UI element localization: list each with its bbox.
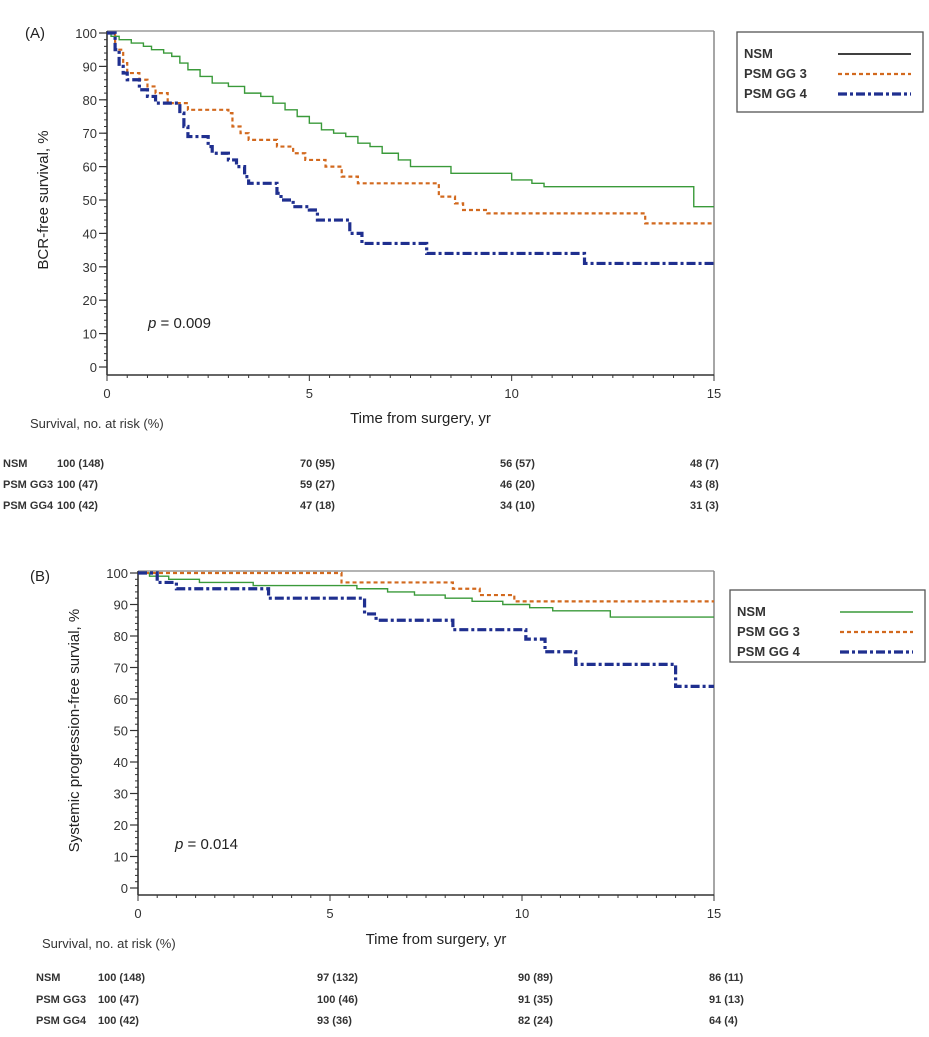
y-tick-label: 60 xyxy=(114,692,128,707)
series-line-nsm xyxy=(107,32,714,208)
y-tick-label: 100 xyxy=(75,26,97,41)
chart-panel-b: (B) 0 10 20 30 40 50 60 70 80 90 100 0 5 10 15 Time from… xyxy=(30,566,926,1027)
y-tick-label: 60 xyxy=(83,160,97,175)
at-risk-cell: 43 (8) xyxy=(690,479,719,491)
y-tick-label: 80 xyxy=(114,629,128,644)
y-tick-label: 70 xyxy=(83,126,97,141)
x-tick-label: 5 xyxy=(326,906,333,921)
x-tick-label: 0 xyxy=(103,386,110,401)
legend-box xyxy=(736,31,924,113)
y-tick-label: 40 xyxy=(83,226,97,241)
x-tick-label: 10 xyxy=(504,386,518,401)
at-risk-cell: 100 (148) xyxy=(98,972,145,984)
at-risk-row-label: PSM GG3 xyxy=(3,479,53,491)
series-line-psm-gg-3 xyxy=(138,571,714,603)
at-risk-cell: 48 (7) xyxy=(690,458,719,470)
legend-label: NSM xyxy=(744,46,773,61)
y-tick-label: 30 xyxy=(114,787,128,802)
y-tick-label: 50 xyxy=(114,724,128,739)
x-tick-label: 5 xyxy=(306,386,313,401)
panel-label: (A) xyxy=(25,25,45,42)
at-risk-title: Survival, no. at risk (%) xyxy=(42,936,176,951)
legend-label: PSM GG 4 xyxy=(744,86,808,101)
at-risk-row-label: PSM GG4 xyxy=(36,1015,87,1027)
p-value-annotation: p = 0.014 xyxy=(174,836,238,853)
at-risk-cell: 46 (20) xyxy=(500,479,535,491)
legend-box xyxy=(729,589,926,663)
at-risk-cell: 34 (10) xyxy=(500,500,535,512)
panel-label: (B) xyxy=(30,568,50,585)
at-risk-cell: 56 (57) xyxy=(500,458,535,470)
y-tick-label: 100 xyxy=(106,566,128,581)
x-tick-label: 15 xyxy=(707,906,721,921)
y-axis-title: Systemic progression-free survial, % xyxy=(66,609,83,852)
y-tick-label: 90 xyxy=(114,598,128,613)
at-risk-title: Survival, no. at risk (%) xyxy=(30,416,164,431)
legend: NSM PSM GG 3 PSM GG 4 xyxy=(736,31,924,113)
p-value: = 0.009 xyxy=(156,315,211,332)
legend: NSM PSM GG 3 PSM GG 4 xyxy=(729,589,926,663)
at-risk-table: Survival, no. at risk (%) NSM 100 (148) 97 … xyxy=(36,936,744,1027)
y-tick-label: 0 xyxy=(121,881,128,896)
y-tick-label: 50 xyxy=(83,193,97,208)
series-line-nsm xyxy=(138,572,714,618)
at-risk-table: Survival, no. at risk (%) NSM 100 (148) 70 … xyxy=(3,416,719,512)
at-risk-cell: 100 (46) xyxy=(317,994,358,1006)
series-line-psm-gg-4 xyxy=(107,31,714,266)
legend-label: NSM xyxy=(737,604,766,619)
y-tick-label: 40 xyxy=(114,755,128,770)
p-value-annotation: p = 0.009 xyxy=(147,315,211,332)
y-tick-label: 0 xyxy=(90,360,97,375)
x-axis-title: Time from surgery, yr xyxy=(366,931,507,948)
at-risk-cell: 90 (89) xyxy=(518,972,553,984)
at-risk-cell: 97 (132) xyxy=(317,972,358,984)
at-risk-cell: 59 (27) xyxy=(300,479,335,491)
at-risk-cell: 70 (95) xyxy=(300,458,335,470)
series-line-psm-gg-3 xyxy=(107,31,714,225)
at-risk-cell: 86 (11) xyxy=(709,972,744,984)
at-risk-cell: 93 (36) xyxy=(317,1015,352,1027)
x-tick-label: 0 xyxy=(134,906,141,921)
y-tick-label: 70 xyxy=(114,661,128,676)
p-symbol: p xyxy=(174,836,183,853)
at-risk-row-label: PSM GG4 xyxy=(3,500,54,512)
y-axis-title: BCR-free survival, % xyxy=(35,130,52,269)
at-risk-cell: 100 (47) xyxy=(98,994,139,1006)
at-risk-cell: 100 (42) xyxy=(98,1015,139,1027)
at-risk-cell: 100 (42) xyxy=(57,500,98,512)
at-risk-cell: 91 (13) xyxy=(709,994,744,1006)
y-tick-label: 10 xyxy=(83,327,97,342)
at-risk-cell: 31 (3) xyxy=(690,500,719,512)
at-risk-cell: 47 (18) xyxy=(300,500,335,512)
y-tick-label: 20 xyxy=(114,818,128,833)
y-tick-label: 10 xyxy=(114,850,128,865)
at-risk-row-label: PSM GG3 xyxy=(36,994,86,1006)
at-risk-cell: 100 (47) xyxy=(57,479,98,491)
at-risk-cell: 82 (24) xyxy=(518,1015,553,1027)
y-tick-label: 80 xyxy=(83,93,97,108)
legend-label: PSM GG 4 xyxy=(737,644,801,659)
at-risk-cell: 64 (4) xyxy=(709,1015,738,1027)
p-value: = 0.014 xyxy=(183,836,238,853)
at-risk-cell: 91 (35) xyxy=(518,994,553,1006)
legend-label: PSM GG 3 xyxy=(737,624,800,639)
x-axis-title: Time from surgery, yr xyxy=(350,410,491,427)
at-risk-row-label: NSM xyxy=(3,458,27,470)
y-tick-label: 90 xyxy=(83,59,97,74)
p-symbol: p xyxy=(147,315,156,332)
chart-panel-a: (A) 0 10 20 30 40 50 60 70 80 90 100 0 5 10 15 Time from… xyxy=(3,25,924,512)
x-tick-label: 15 xyxy=(707,386,721,401)
series-line-psm-gg-4 xyxy=(138,571,714,688)
legend-label: PSM GG 3 xyxy=(744,66,807,81)
at-risk-cell: 100 (148) xyxy=(57,458,104,470)
y-tick-label: 20 xyxy=(83,293,97,308)
x-tick-label: 10 xyxy=(515,906,529,921)
at-risk-row-label: NSM xyxy=(36,972,60,984)
y-tick-label: 30 xyxy=(83,260,97,275)
